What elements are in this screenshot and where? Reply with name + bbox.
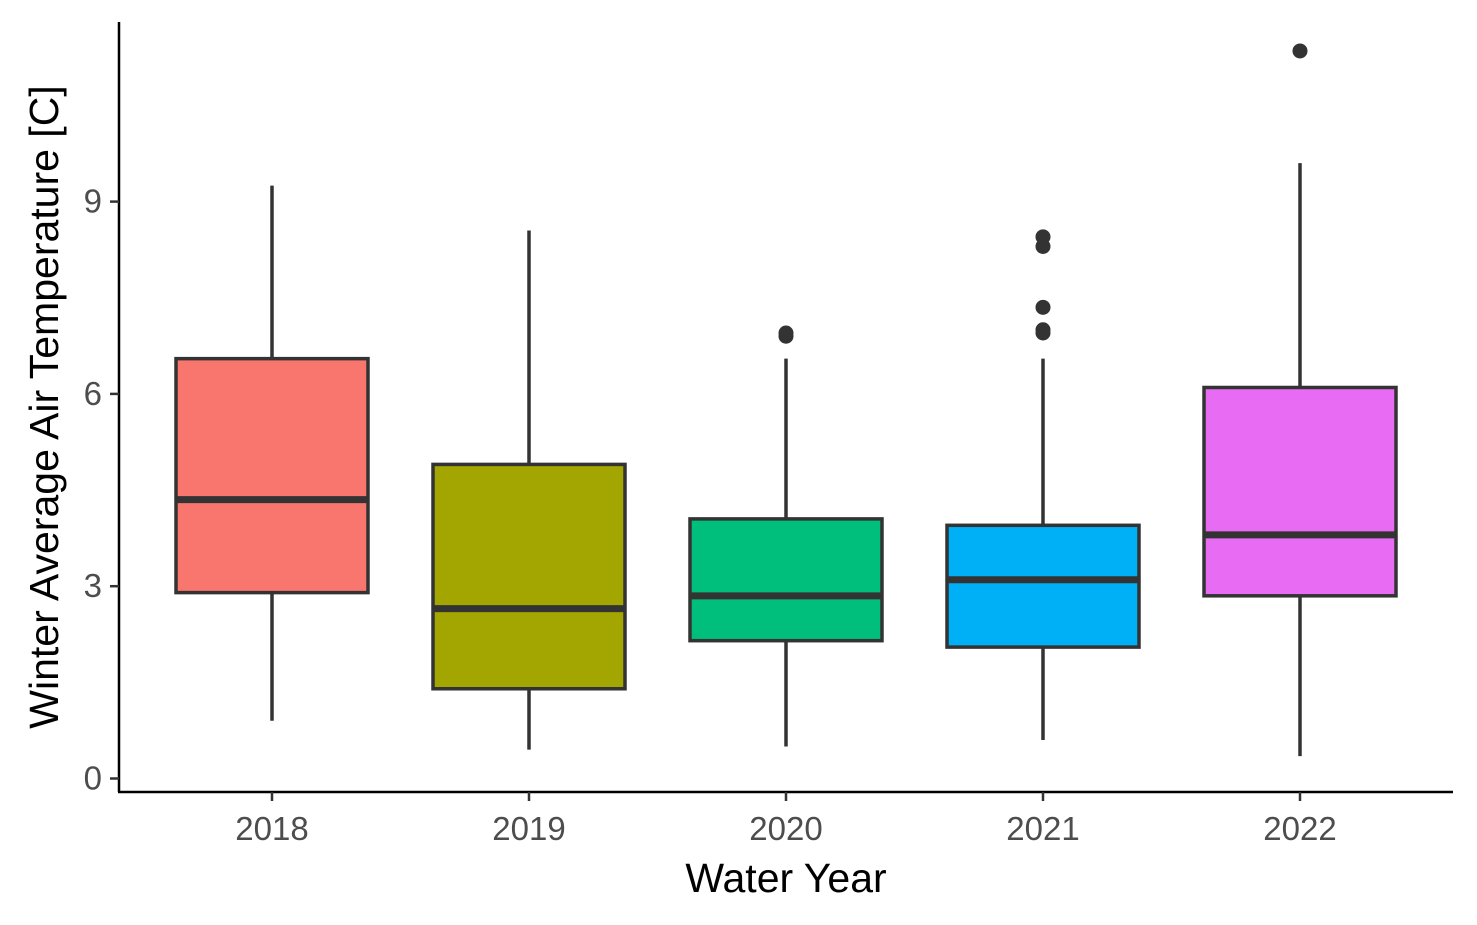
box-group-2019 — [431, 230, 627, 750]
x-tick-label: 2021 — [1006, 810, 1079, 847]
outlier-point — [1035, 229, 1051, 245]
box — [688, 517, 884, 643]
outlier-point — [1292, 43, 1308, 59]
y-tick-label: 6 — [84, 375, 102, 412]
box — [945, 523, 1141, 649]
x-tick-label: 2018 — [235, 810, 308, 847]
box-group-2021 — [945, 229, 1141, 741]
y-tick-label: 9 — [84, 183, 102, 220]
box-group-2022 — [1202, 43, 1398, 757]
box-group-2020 — [688, 325, 884, 747]
box — [431, 462, 627, 691]
box-group-2018 — [174, 185, 370, 721]
y-tick-label: 3 — [84, 567, 102, 604]
outlier-point — [778, 325, 794, 341]
box — [174, 356, 370, 595]
plot-area — [174, 43, 1398, 757]
box — [1202, 385, 1398, 598]
outlier-point — [1035, 322, 1051, 338]
x-axis-title: Water Year — [685, 855, 886, 901]
x-tick-label: 2019 — [492, 810, 565, 847]
x-tick-label: 2022 — [1263, 810, 1336, 847]
y-tick-label: 0 — [84, 760, 102, 797]
outlier-point — [1035, 299, 1051, 315]
x-axis-ticks: 2018 2019 2020 2021 2022 — [235, 792, 1337, 847]
y-axis-title: Winter Average Air Temperature [C] — [21, 85, 67, 728]
y-axis-ticks: 0 3 6 9 — [84, 183, 119, 797]
x-tick-label: 2020 — [749, 810, 822, 847]
